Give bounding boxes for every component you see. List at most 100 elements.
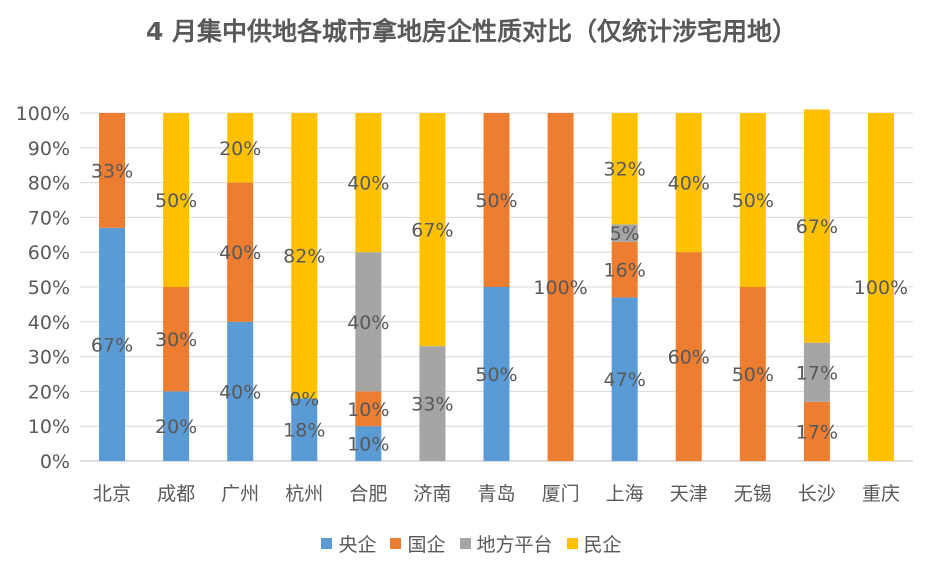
y-tick-label: 90% bbox=[28, 138, 70, 160]
y-tick-label: 40% bbox=[28, 312, 70, 334]
x-tick-label: 天津 bbox=[670, 483, 708, 505]
data-label: 50% bbox=[475, 190, 517, 212]
x-tick-label: 无锡 bbox=[734, 483, 772, 505]
data-label: 40% bbox=[219, 242, 261, 264]
data-label: 33% bbox=[91, 160, 133, 182]
bar-segment-minqi bbox=[739, 113, 766, 287]
y-tick-label: 70% bbox=[28, 207, 70, 229]
x-tick-label: 长沙 bbox=[798, 483, 836, 505]
bar-segment-guoqi bbox=[675, 252, 702, 461]
bar-segment-minqi bbox=[291, 113, 318, 399]
data-label: 18% bbox=[283, 420, 325, 442]
legend-swatch-minqi bbox=[566, 538, 578, 549]
y-tick-label: 50% bbox=[28, 277, 70, 299]
data-label: 17% bbox=[796, 362, 838, 384]
y-tick-label: 60% bbox=[28, 242, 70, 264]
legend-item-difang-pingtai: 地方平台 bbox=[459, 530, 553, 557]
data-label: 40% bbox=[347, 312, 389, 334]
bar-segment-guoqi bbox=[99, 113, 126, 228]
bar-segment-difang-pingtai bbox=[803, 342, 830, 402]
data-label: 82% bbox=[283, 246, 325, 268]
x-tick-label: 广州 bbox=[221, 483, 259, 505]
y-tick-label: 0% bbox=[40, 451, 70, 473]
x-tick-label: 杭州 bbox=[285, 483, 323, 505]
data-label: 16% bbox=[604, 260, 646, 282]
data-label: 50% bbox=[732, 190, 774, 212]
bar-segment-minqi bbox=[611, 113, 638, 225]
bar-segment-yangqi bbox=[163, 391, 190, 461]
x-tick-label: 上海 bbox=[606, 483, 644, 505]
bar-segment-guoqi bbox=[547, 113, 574, 461]
x-tick-label: 北京 bbox=[93, 483, 131, 505]
x-tick-label: 青岛 bbox=[477, 483, 515, 505]
data-label: 100% bbox=[854, 277, 908, 299]
legend-label-difang-pingtai: 地方平台 bbox=[476, 534, 553, 556]
x-tick-label: 厦门 bbox=[542, 483, 580, 505]
data-label: 50% bbox=[475, 364, 517, 386]
data-label: 10% bbox=[347, 434, 389, 456]
bar-segment-guoqi bbox=[803, 401, 830, 461]
bar-segment-guoqi bbox=[355, 391, 382, 427]
x-tick-label: 重庆 bbox=[862, 483, 900, 505]
y-tick-label: 80% bbox=[28, 173, 70, 195]
bar-segment-yangqi bbox=[291, 398, 318, 461]
bar-segment-minqi bbox=[867, 113, 894, 461]
legend-label-minqi: 民企 bbox=[583, 534, 622, 556]
data-label: 33% bbox=[411, 394, 453, 416]
bar-segment-difang-pingtai bbox=[355, 252, 382, 392]
bar-segment-minqi bbox=[675, 113, 702, 253]
data-label: 20% bbox=[219, 138, 261, 160]
data-label: 60% bbox=[668, 347, 710, 369]
legend-label-guoqi: 国企 bbox=[407, 534, 446, 556]
bar-segment-yangqi bbox=[355, 426, 382, 461]
bar-segment-guoqi bbox=[611, 241, 638, 298]
data-label: 10% bbox=[347, 399, 389, 421]
data-label: 67% bbox=[796, 216, 838, 238]
bar-segment-guoqi bbox=[739, 287, 766, 461]
legend-swatch-yangqi bbox=[321, 538, 333, 549]
x-tick-label: 合肥 bbox=[349, 483, 387, 505]
y-tick-label: 30% bbox=[28, 347, 70, 369]
data-label: 20% bbox=[155, 416, 197, 438]
bar-segment-guoqi bbox=[227, 182, 254, 322]
data-label: 0% bbox=[289, 388, 319, 410]
legend: 央企 国企 地方平台 民企 bbox=[0, 530, 943, 557]
legend-item-yangqi: 央企 bbox=[321, 530, 376, 557]
data-label: 5% bbox=[610, 223, 640, 245]
x-tick-label: 成都 bbox=[157, 483, 195, 505]
data-label: 40% bbox=[347, 173, 389, 195]
bar-segment-yangqi bbox=[611, 297, 638, 461]
bar-segment-minqi bbox=[163, 113, 190, 287]
bar-segment-minqi bbox=[355, 113, 382, 253]
legend-swatch-guoqi bbox=[390, 538, 402, 549]
data-label: 47% bbox=[604, 369, 646, 391]
data-label: 100% bbox=[533, 277, 587, 299]
bar-segment-minqi bbox=[227, 113, 254, 183]
bar-segment-difang-pingtai bbox=[419, 346, 446, 461]
y-tick-label: 10% bbox=[28, 416, 70, 438]
data-label: 50% bbox=[155, 190, 197, 212]
y-tick-label: 20% bbox=[28, 381, 70, 403]
legend-item-minqi: 民企 bbox=[566, 530, 622, 557]
data-label: 32% bbox=[604, 159, 646, 181]
data-label: 40% bbox=[668, 173, 710, 195]
bar-segment-yangqi bbox=[227, 321, 254, 461]
data-label: 50% bbox=[732, 364, 774, 386]
bar-segment-minqi bbox=[419, 113, 446, 347]
data-label: 67% bbox=[411, 220, 453, 242]
bar-segment-difang-pingtai bbox=[611, 224, 638, 242]
data-label: 17% bbox=[796, 421, 838, 443]
data-label: 40% bbox=[219, 381, 261, 403]
data-label: 30% bbox=[155, 329, 197, 351]
data-label: 67% bbox=[91, 334, 133, 356]
bar-segment-yangqi bbox=[483, 287, 510, 461]
legend-label-yangqi: 央企 bbox=[338, 534, 377, 556]
y-tick-label: 100% bbox=[16, 103, 70, 125]
bar-segment-guoqi bbox=[163, 287, 190, 392]
bar-segment-guoqi bbox=[483, 113, 510, 287]
legend-swatch-difang-pingtai bbox=[459, 538, 471, 549]
chart-title: 4 月集中供地各城市拿地房企性质对比（仅统计涉宅用地） bbox=[145, 17, 798, 46]
bar-segment-yangqi bbox=[99, 227, 126, 461]
x-tick-label: 济南 bbox=[413, 483, 451, 505]
